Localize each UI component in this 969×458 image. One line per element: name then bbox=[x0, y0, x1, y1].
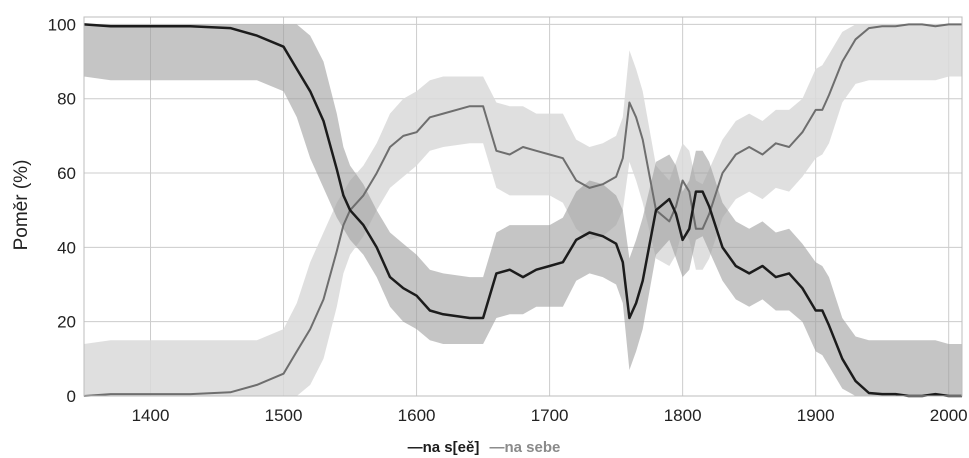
x-tick-label: 2000 bbox=[930, 406, 968, 425]
x-tick-label: 1900 bbox=[797, 406, 835, 425]
plot-frame bbox=[83, 16, 963, 397]
x-tick-label: 1600 bbox=[398, 406, 436, 425]
y-axis-label: Poměr (%) bbox=[11, 160, 32, 251]
y-tick-label: 60 bbox=[57, 164, 76, 183]
confidence-bands bbox=[84, 24, 962, 397]
line-na-see bbox=[83, 23, 962, 398]
x-tick-label: 1700 bbox=[531, 406, 569, 425]
legend-item-na-sebe: —na sebe bbox=[490, 439, 561, 456]
y-axis: 0 20 40 60 80 100 bbox=[48, 15, 76, 406]
band-na-see bbox=[84, 24, 962, 397]
legend-label-na-sebe: na sebe bbox=[505, 439, 561, 456]
x-tick-label: 1800 bbox=[664, 406, 702, 425]
legend: —na s[eě] —na sebe bbox=[408, 439, 561, 456]
y-tick-label: 20 bbox=[57, 313, 76, 332]
legend-swatch-na-see: — bbox=[408, 439, 423, 456]
y-tick-label: 80 bbox=[57, 90, 76, 109]
y-tick-label: 40 bbox=[57, 238, 76, 257]
legend-label-na-see: na s[eě] bbox=[423, 439, 480, 456]
legend-swatch-na-sebe: — bbox=[490, 439, 505, 456]
band-na-sebe bbox=[84, 24, 962, 397]
x-axis: 1400 1500 1600 1700 1800 1900 2000 bbox=[132, 406, 968, 425]
x-tick-label: 1400 bbox=[132, 406, 170, 425]
x-tick-label: 1500 bbox=[265, 406, 303, 425]
series-lines bbox=[83, 23, 962, 398]
y-tick-label: 0 bbox=[67, 387, 76, 406]
legend-item-na-see: —na s[eě] bbox=[408, 439, 480, 456]
y-tick-label: 100 bbox=[48, 15, 76, 34]
line-na-sebe bbox=[83, 23, 962, 397]
